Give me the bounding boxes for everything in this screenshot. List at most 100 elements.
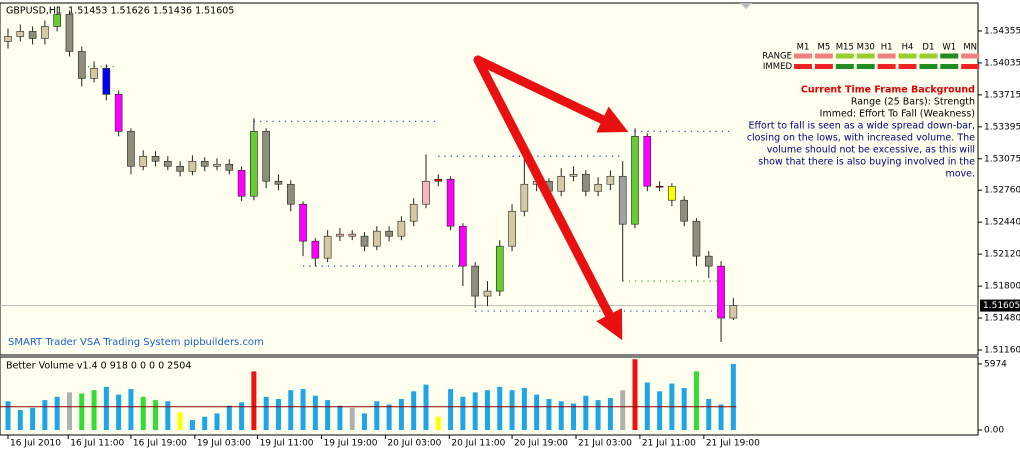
volume-bar (693, 371, 699, 430)
volume-bar (349, 407, 355, 430)
y-tick-label: 1.53075 (984, 154, 1020, 164)
arrow (473, 55, 629, 133)
signal-cell (814, 64, 833, 69)
signal-cell (898, 53, 917, 59)
candle-body (373, 230, 381, 247)
signal-cell (794, 53, 812, 59)
panel-paragraph: closing on the lows, with increased volu… (747, 133, 975, 144)
volume-bar (140, 396, 146, 430)
candle-body (28, 31, 37, 39)
volume-bar (534, 394, 540, 430)
x-tick-label: 16 Jul 2010 (10, 439, 61, 449)
volume-bar (497, 386, 503, 430)
candle-body (704, 255, 713, 267)
column-label: M1 (797, 43, 810, 53)
annotation: SMART Trader VSA Trading System pipbuild… (8, 337, 264, 348)
candle-body (483, 290, 492, 297)
signal-cell (877, 64, 896, 69)
volume-bar (571, 403, 577, 430)
y-tick-label: 1.52760 (984, 186, 1020, 196)
candle-body (594, 183, 602, 192)
volume-bar (54, 396, 60, 430)
column-label: M5 (818, 43, 831, 53)
y-tick-label: 1.54035 (984, 58, 1020, 68)
volume-bar (189, 420, 195, 430)
volume-bar (263, 396, 269, 430)
volume-bar (509, 390, 515, 430)
candle-body (200, 160, 209, 167)
candle-body (606, 175, 615, 185)
candle-body (680, 199, 688, 222)
candle-body (508, 210, 516, 247)
signal-cell (961, 64, 980, 69)
row-label: RANGE (762, 52, 792, 62)
panel-paragraph: show that there is also buying involved … (758, 157, 975, 168)
candle-body (557, 175, 566, 192)
volume-bar (5, 401, 11, 430)
x-tick-label: 19 Jul 11:00 (260, 439, 314, 449)
x-tick-label: 16 Jul 19:00 (133, 439, 187, 449)
candle-body (569, 173, 578, 177)
candle-body (311, 240, 320, 259)
scroll-marker (740, 3, 752, 9)
volume-bar (153, 400, 159, 430)
candle-body (643, 136, 652, 187)
volume-bar (472, 392, 478, 430)
row-label: IMMED (763, 62, 793, 72)
volume-bar (103, 386, 109, 430)
volume-bar (165, 401, 171, 430)
candle-body (53, 14, 61, 27)
column-label: H4 (902, 43, 914, 53)
y-tick-label: 1.54355 (984, 26, 1020, 36)
candle-body (90, 68, 98, 79)
candle-body (348, 233, 357, 237)
candle-body (360, 235, 369, 247)
candle-body (4, 36, 12, 42)
column-label: H1 (881, 43, 893, 53)
volume-bar (620, 390, 626, 430)
arrow (473, 55, 623, 341)
signal-cell (898, 64, 917, 69)
volume-bar (325, 400, 331, 430)
candle-body (299, 203, 307, 242)
candle-body (225, 163, 234, 171)
signal-cell (877, 53, 896, 59)
candle-body (446, 178, 455, 227)
signal-cell (940, 64, 959, 69)
column-label: M15 (836, 43, 854, 53)
signal-cell (919, 53, 938, 59)
volume-bar (644, 382, 650, 430)
candle-body (434, 178, 443, 182)
candle-body (459, 225, 467, 267)
volume-bar (362, 413, 368, 430)
candle-body (668, 185, 676, 201)
volume-bar (484, 390, 490, 430)
x-tick-label: 20 Jul 11:00 (451, 439, 505, 449)
volume-bar (657, 391, 663, 430)
candle-body (213, 163, 221, 167)
volume-bar (607, 397, 613, 430)
volume-bar (337, 405, 343, 430)
candle-body (495, 245, 504, 292)
volume-bar (116, 394, 122, 430)
x-tick-label: 20 Jul 19:00 (514, 439, 568, 449)
x-tick-label: 19 Jul 19:00 (323, 439, 377, 449)
volume-bar (730, 363, 736, 430)
x-tick-label: 21 Jul 19:00 (706, 439, 760, 449)
x-tick-label: 21 Jul 11:00 (642, 439, 696, 449)
volume-bar (79, 393, 85, 430)
y-tick-label: 5974 (984, 359, 1007, 369)
volume-bar (239, 402, 245, 430)
candle-body (237, 169, 246, 197)
volume-bar (411, 391, 417, 430)
candle-body (151, 155, 160, 162)
candle-body (139, 155, 148, 167)
candle-body (188, 160, 197, 172)
candle-body (655, 185, 664, 188)
y-tick-label: 0.00 (984, 426, 1004, 436)
volume-bar (398, 399, 404, 430)
volume-bar (17, 410, 23, 430)
volume-bar (288, 390, 294, 430)
